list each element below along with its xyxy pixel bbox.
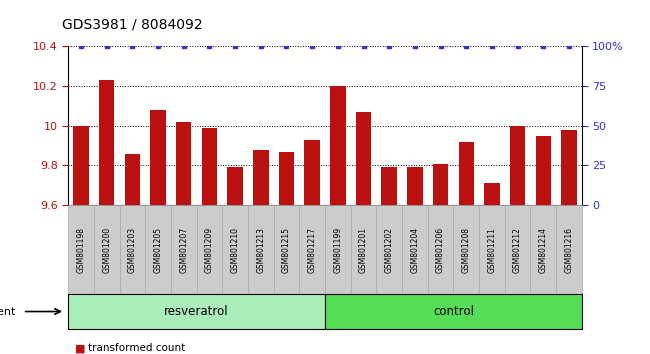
Bar xyxy=(484,183,500,205)
Bar xyxy=(304,139,320,205)
Text: GSM801200: GSM801200 xyxy=(102,227,111,273)
Bar xyxy=(330,86,346,205)
Text: GSM801203: GSM801203 xyxy=(128,227,137,273)
Bar xyxy=(125,154,140,205)
Bar xyxy=(407,167,422,205)
Text: GSM801215: GSM801215 xyxy=(282,227,291,273)
Bar xyxy=(561,130,577,205)
Text: agent: agent xyxy=(0,307,16,316)
Text: GSM801205: GSM801205 xyxy=(153,227,162,273)
Text: transformed count: transformed count xyxy=(88,343,185,353)
Text: GSM801216: GSM801216 xyxy=(564,227,573,273)
Text: GSM801213: GSM801213 xyxy=(256,227,265,273)
Bar xyxy=(356,112,371,205)
Text: GSM801206: GSM801206 xyxy=(436,227,445,273)
Bar xyxy=(536,136,551,205)
Text: GSM801204: GSM801204 xyxy=(410,227,419,273)
Bar xyxy=(279,152,294,205)
Text: ■: ■ xyxy=(75,343,85,353)
Text: GSM801210: GSM801210 xyxy=(231,227,240,273)
Text: control: control xyxy=(433,305,474,318)
Text: resveratrol: resveratrol xyxy=(164,305,229,318)
Text: GSM801217: GSM801217 xyxy=(307,227,317,273)
Bar xyxy=(73,126,89,205)
Text: GSM801209: GSM801209 xyxy=(205,227,214,273)
Text: GSM801201: GSM801201 xyxy=(359,227,368,273)
Bar xyxy=(433,164,448,205)
Bar xyxy=(510,126,525,205)
Text: GSM801198: GSM801198 xyxy=(77,227,86,273)
Text: GSM801208: GSM801208 xyxy=(462,227,471,273)
Bar xyxy=(382,167,397,205)
Text: GSM801214: GSM801214 xyxy=(539,227,548,273)
Bar xyxy=(176,122,192,205)
Bar xyxy=(227,167,243,205)
Text: GDS3981 / 8084092: GDS3981 / 8084092 xyxy=(62,18,202,32)
Bar xyxy=(99,80,114,205)
Bar xyxy=(150,110,166,205)
Text: GSM801202: GSM801202 xyxy=(385,227,394,273)
Text: GSM801212: GSM801212 xyxy=(513,227,522,273)
Text: GSM801211: GSM801211 xyxy=(488,227,497,273)
Text: GSM801199: GSM801199 xyxy=(333,227,343,273)
Text: GSM801207: GSM801207 xyxy=(179,227,188,273)
Bar xyxy=(458,142,474,205)
Bar xyxy=(253,149,268,205)
Bar xyxy=(202,128,217,205)
